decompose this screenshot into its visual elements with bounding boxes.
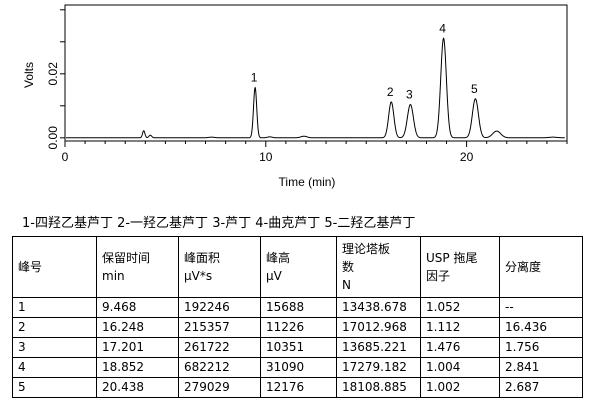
table-cell: 11226 (260, 317, 337, 338)
column-header-line: N (342, 278, 351, 292)
x-tick-label: 20 (460, 150, 474, 164)
table-cell: 1 (12, 297, 97, 318)
column-header: 峰号 (12, 236, 97, 298)
table-cell: 13685.221 (336, 337, 421, 358)
table-cell: 18.852 (96, 357, 179, 378)
table-row: 4 18.852 682212 31090 17279.182 1.004 2.841 (12, 357, 583, 378)
column-header-line: USP 拖尾 (426, 251, 478, 265)
column-header-line: 因子 (426, 269, 451, 283)
column-header: 分离度 (499, 236, 583, 298)
table-body: 1 9.468 192246 15688 13438.678 1.052 -- 2 16.248… (12, 297, 583, 398)
table-cell: 1.476 (420, 337, 500, 358)
column-header-line: μV*s (184, 269, 213, 283)
table-row: 1 9.468 192246 15688 13438.678 1.052 -- (12, 297, 583, 318)
table-header-row: 峰号 保留时间 min 峰面积 μV*s 峰高 μV 理论塔板数 N USP 拖尾 因子 分离度 (12, 236, 583, 298)
peak-label: 3 (406, 88, 413, 102)
table-cell: 16.248 (96, 317, 179, 338)
table-cell: 2.687 (499, 377, 583, 398)
peak-label: 1 (251, 71, 258, 85)
table-cell: 18108.885 (336, 377, 421, 398)
y-tick-label: 0.02 (46, 62, 60, 86)
column-header-line: min (102, 269, 125, 283)
y-axis-label: Volts (22, 62, 36, 88)
column-header: 峰高 μV (260, 236, 337, 298)
column-header: USP 拖尾 因子 (420, 236, 500, 298)
x-tick-label: 10 (259, 150, 273, 164)
table-cell: 12176 (260, 377, 337, 398)
table-cell: 5 (12, 377, 97, 398)
table-cell: 4 (12, 357, 97, 378)
column-header: 峰面积 μV*s (178, 236, 261, 298)
column-header-line: 保留时间 (102, 251, 151, 265)
table-cell: 1.004 (420, 357, 500, 378)
table-cell: 20.438 (96, 377, 179, 398)
plot-frame (64, 4, 568, 142)
table-cell: 15688 (260, 297, 337, 318)
chromatogram-chart: 0 10 200.000.02 12 345 Time (min) Volts (22, 4, 568, 189)
column-header-line: 理论塔板 (342, 242, 391, 256)
table-cell: 13438.678 (336, 297, 421, 318)
column-header: 保留时间 min (96, 236, 179, 298)
peak-label: 2 (387, 85, 394, 99)
table-cell: 279029 (178, 377, 261, 398)
chart-axes: 0 10 20 0.00 0.02 (46, 4, 568, 164)
table-cell: 1.002 (420, 377, 500, 398)
column-header-line: 峰号 (18, 260, 43, 274)
table-row: 5 20.438 279029 12176 18108.885 1.002 2.687 (12, 377, 583, 398)
y-tick-label: 0.00 (46, 126, 60, 150)
table-row: 2 16.248 215357 11226 17012.968 1.112 16.436 (12, 317, 583, 338)
table-cell: 9.468 (96, 297, 179, 318)
table-cell: 2 (12, 317, 97, 338)
table-cell: 1.112 (420, 317, 500, 338)
table-cell: 17.201 (96, 337, 179, 358)
table-cell: 192246 (178, 297, 261, 318)
column-header-line: 分离度 (505, 260, 542, 274)
table-cell: 261722 (178, 337, 261, 358)
table-cell: 31090 (260, 357, 337, 378)
column-header-line: 峰高 (266, 251, 291, 265)
peak-label: 4 (439, 21, 446, 35)
table-cell: -- (499, 297, 583, 318)
x-axis-label: Time (min) (279, 175, 336, 189)
x-tick-label: 0 (62, 150, 69, 164)
peak-legend: 1-四羟乙基芦丁 2-一羟乙基芦丁 3-芦丁 4-曲克芦丁 5-二羟乙基芦丁 (22, 216, 416, 231)
chromatogram-trace (66, 37, 565, 139)
table-cell: 17012.968 (336, 317, 421, 338)
table-cell: 1.052 (420, 297, 500, 318)
column-header-line: 峰面积 (184, 251, 221, 265)
table-row: 3 17.201 261722 10351 13685.221 1.476 1.756 (12, 337, 583, 358)
column-header: 理论塔板数 N (336, 236, 421, 298)
table-cell: 10351 (260, 337, 337, 358)
table-cell: 2.841 (499, 357, 583, 378)
peak-labels: 12 345 (251, 21, 478, 101)
table-cell: 215357 (178, 317, 261, 338)
table-cell: 17279.182 (336, 357, 421, 378)
table-cell: 16.436 (499, 317, 583, 338)
column-header-line: 数 (342, 260, 355, 274)
column-header-line: μV (266, 269, 282, 283)
peak-label: 5 (471, 82, 478, 96)
table-cell: 3 (12, 337, 97, 358)
table-cell: 682212 (178, 357, 261, 378)
table-cell: 1.756 (499, 337, 583, 358)
